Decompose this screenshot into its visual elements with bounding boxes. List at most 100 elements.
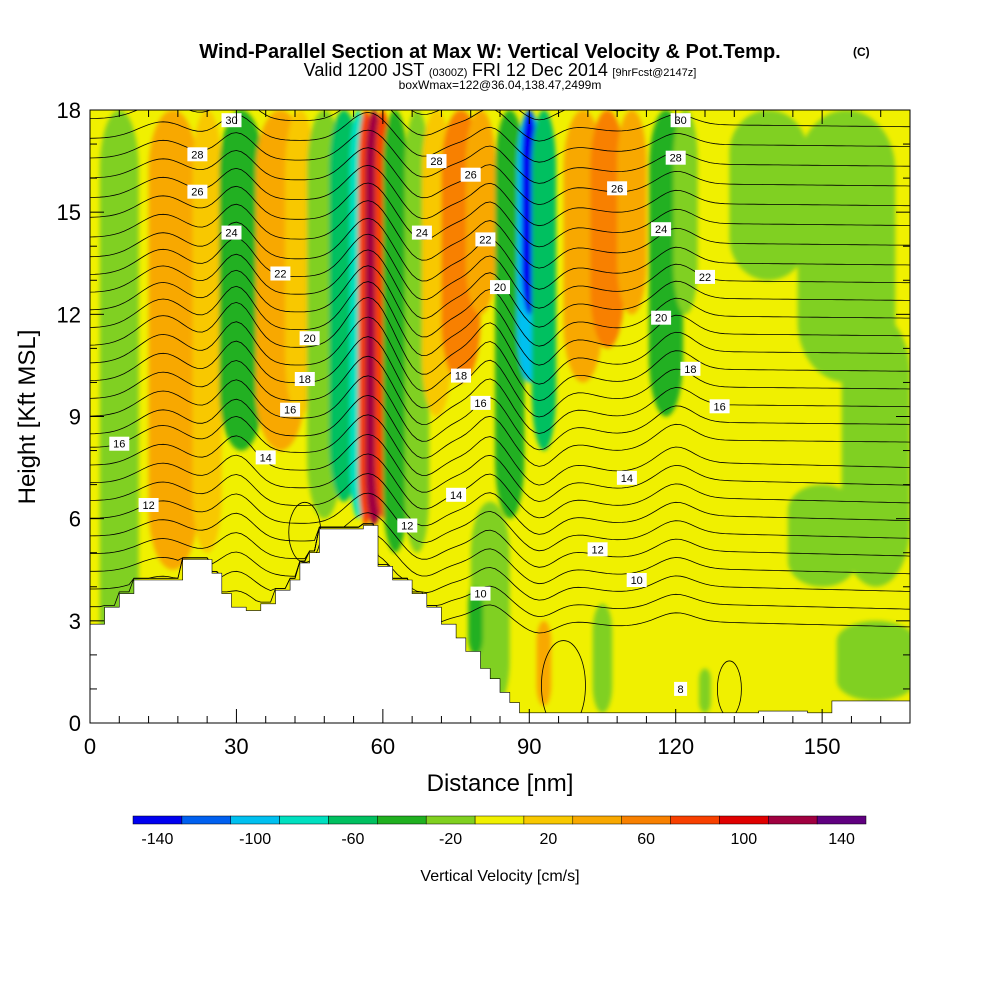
contour-label-bg xyxy=(294,372,315,386)
contour-label-bg xyxy=(709,399,730,414)
contour-label-bg xyxy=(695,269,715,284)
y-tick-label: 0 xyxy=(69,711,81,736)
theta-contour xyxy=(90,281,910,366)
subtitle-valid: Valid 1200 JST xyxy=(304,60,425,80)
colorbar-tick-label: -140 xyxy=(141,831,173,848)
contour-label-bg xyxy=(411,225,432,240)
theta-contour xyxy=(90,414,910,486)
contour-label-bg xyxy=(470,586,491,601)
velocity-cell xyxy=(99,110,139,706)
contour-label-bg xyxy=(651,310,672,325)
contour-label: 12 xyxy=(401,521,413,533)
contour-label-bg xyxy=(270,266,291,281)
colorbar-swatch xyxy=(621,815,671,825)
contour-label: 26 xyxy=(191,187,203,199)
velocity-cell xyxy=(797,110,896,383)
x-tick-label: 120 xyxy=(657,734,694,759)
contour-label-bg xyxy=(397,518,418,533)
contour-label-bg xyxy=(299,331,320,346)
contour-label: 20 xyxy=(494,282,506,294)
colorbar-tick-label: 20 xyxy=(540,831,558,848)
contour-label-bg xyxy=(680,361,701,376)
contour-label-bg xyxy=(446,487,467,502)
y-axis-label: Height [Kft MSL] xyxy=(14,330,41,505)
colorbar: -140 -100 -60 -20 20 60 100 140 xyxy=(132,815,867,848)
subtitle-forecast: [9hrFcst@2147z] xyxy=(612,67,696,79)
velocity-cell xyxy=(841,314,910,587)
velocity-cell xyxy=(617,110,647,315)
contour-label: 20 xyxy=(303,333,315,345)
contour-label-bg xyxy=(109,436,130,451)
x-tick-label: 0 xyxy=(84,734,96,759)
x-axis-label: Distance [nm] xyxy=(427,770,574,797)
velocity-cell xyxy=(699,668,711,713)
contour-label: 16 xyxy=(113,439,125,451)
colorbar-swatch xyxy=(230,815,280,825)
theta-contour xyxy=(541,640,586,723)
subtitle-utc: (0300Z) xyxy=(429,67,468,79)
contour-label: 8 xyxy=(678,684,684,696)
terrain xyxy=(90,525,910,723)
contour-label: 18 xyxy=(455,371,467,383)
subtitle-date: FRI 12 Dec 2014 xyxy=(472,60,608,80)
colorbar-label: Vertical Velocity [cm/s] xyxy=(420,868,579,885)
contour-label-bg xyxy=(587,542,608,557)
x-tick-label: 60 xyxy=(371,734,395,759)
contour-label: 24 xyxy=(416,228,428,240)
theta-contour xyxy=(90,523,910,618)
y-tick-label: 3 xyxy=(69,609,81,634)
theta-contour xyxy=(90,523,910,601)
contour-label: 22 xyxy=(699,272,711,284)
theta-contour xyxy=(90,316,910,402)
contour-label: 30 xyxy=(674,115,686,127)
colorbar-swatch xyxy=(181,815,232,825)
chart-subtitle-2: boxWmax=122@36.04,138.47,2499m xyxy=(399,78,602,92)
y-tick-label: 9 xyxy=(69,405,81,430)
contour-label: 18 xyxy=(684,364,696,376)
contour-label: 28 xyxy=(670,153,682,165)
theta-contour xyxy=(90,164,910,227)
theta-contour xyxy=(90,375,910,451)
chart-subtitle: Valid 1200 JST (0300Z) FRI 12 Dec 2014 [… xyxy=(304,60,697,80)
contour-label: 18 xyxy=(299,374,311,386)
y-tick-label: 18 xyxy=(57,98,81,123)
contour-label: 10 xyxy=(631,575,643,587)
velocity-cell xyxy=(148,110,198,570)
theta-contour xyxy=(90,336,910,418)
contour-label: 12 xyxy=(142,500,154,512)
colorbar-swatch xyxy=(132,815,183,825)
x-axis: 0 30 60 90 120 150 xyxy=(84,110,911,759)
contour-label-bg xyxy=(616,470,637,485)
contour-label: 16 xyxy=(713,401,725,413)
theta-contour xyxy=(90,433,910,502)
theta-contour xyxy=(90,249,910,328)
copyright-mark: (C) xyxy=(853,45,870,59)
colorbar-swatch xyxy=(279,815,329,825)
x-tick-label: 150 xyxy=(804,734,841,759)
colorbar-swatch xyxy=(719,815,769,825)
colorbar-swatch xyxy=(328,815,378,825)
chart-title: Wind-Parallel Section at Max W: Vertical… xyxy=(199,41,780,63)
colorbar-swatch xyxy=(670,815,720,825)
contour-label: 26 xyxy=(465,170,477,182)
contour-label-bg xyxy=(626,573,647,587)
theta-contour xyxy=(90,129,910,184)
theta-contour xyxy=(90,453,910,519)
x-tick-label: 30 xyxy=(224,734,248,759)
contour-label: 24 xyxy=(655,224,667,236)
contour-label: 12 xyxy=(591,544,603,556)
colorbar-tick-label: 60 xyxy=(637,831,655,848)
contour-label: 22 xyxy=(479,234,491,246)
contour-label-bg xyxy=(490,280,510,295)
contour-label-bg xyxy=(255,450,276,465)
colorbar-swatch xyxy=(523,815,574,825)
theta-contour xyxy=(90,265,910,347)
contour-label-bg xyxy=(651,222,672,237)
contour-label: 20 xyxy=(655,313,667,325)
velocity-cell xyxy=(836,620,910,701)
contour-label-bg xyxy=(187,147,208,162)
y-tick-label: 15 xyxy=(57,200,81,225)
velocity-cell xyxy=(729,110,808,281)
theta-contour xyxy=(90,233,910,309)
